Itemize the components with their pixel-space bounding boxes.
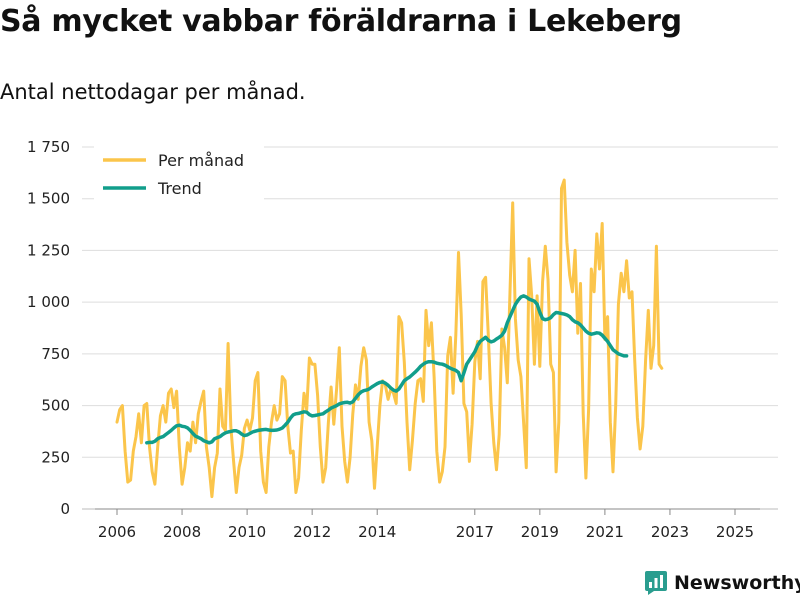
x-tick-label: 2019 — [521, 523, 559, 541]
x-tick-label: 2021 — [586, 523, 624, 541]
y-axis-ticks: 0 250 500 750 1 000 1 250 1 500 1 750 — [27, 138, 70, 518]
chart-subtitle: Antal nettodagar per månad. — [0, 80, 306, 104]
y-tick-label: 500 — [41, 397, 70, 415]
y-tick-label: 1 250 — [27, 241, 70, 259]
y-tick-label: 1 000 — [27, 293, 70, 311]
series-line-per-manad — [115, 178, 664, 499]
y-tick-label: 1 500 — [27, 190, 70, 208]
x-tick-label: 2023 — [651, 523, 689, 541]
y-tick-label: 0 — [60, 500, 70, 518]
legend-label: Trend — [157, 179, 202, 198]
y-tick-label: 1 750 — [27, 138, 70, 156]
x-axis: 2006 2008 2010 2012 2014 2017 2019 2021 2023 2025 — [95, 508, 760, 541]
x-tick-label: 2008 — [163, 523, 201, 541]
y-tick-label: 750 — [41, 345, 70, 363]
x-tick-label: 2017 — [456, 523, 494, 541]
x-tick-label: 2014 — [358, 523, 396, 541]
x-tick-label: 2006 — [98, 523, 136, 541]
brand-name: Newsworthy — [674, 572, 800, 594]
x-tick-label: 2010 — [228, 523, 266, 541]
legend-background — [94, 144, 264, 200]
y-tick-label: 250 — [41, 448, 70, 466]
series-lines — [115, 178, 664, 499]
newsworthy-logo: Newsworthy — [644, 568, 800, 598]
bar-chart-icon — [645, 571, 667, 595]
legend-label: Per månad — [158, 151, 244, 170]
series-line-trend — [145, 294, 629, 445]
legend: Per månad Trend — [94, 144, 264, 200]
x-tick-label: 2012 — [293, 523, 331, 541]
x-tick-label: 2025 — [716, 523, 754, 541]
chart-title: Så mycket vabbar föräldrarna i Lekeberg — [0, 4, 682, 39]
